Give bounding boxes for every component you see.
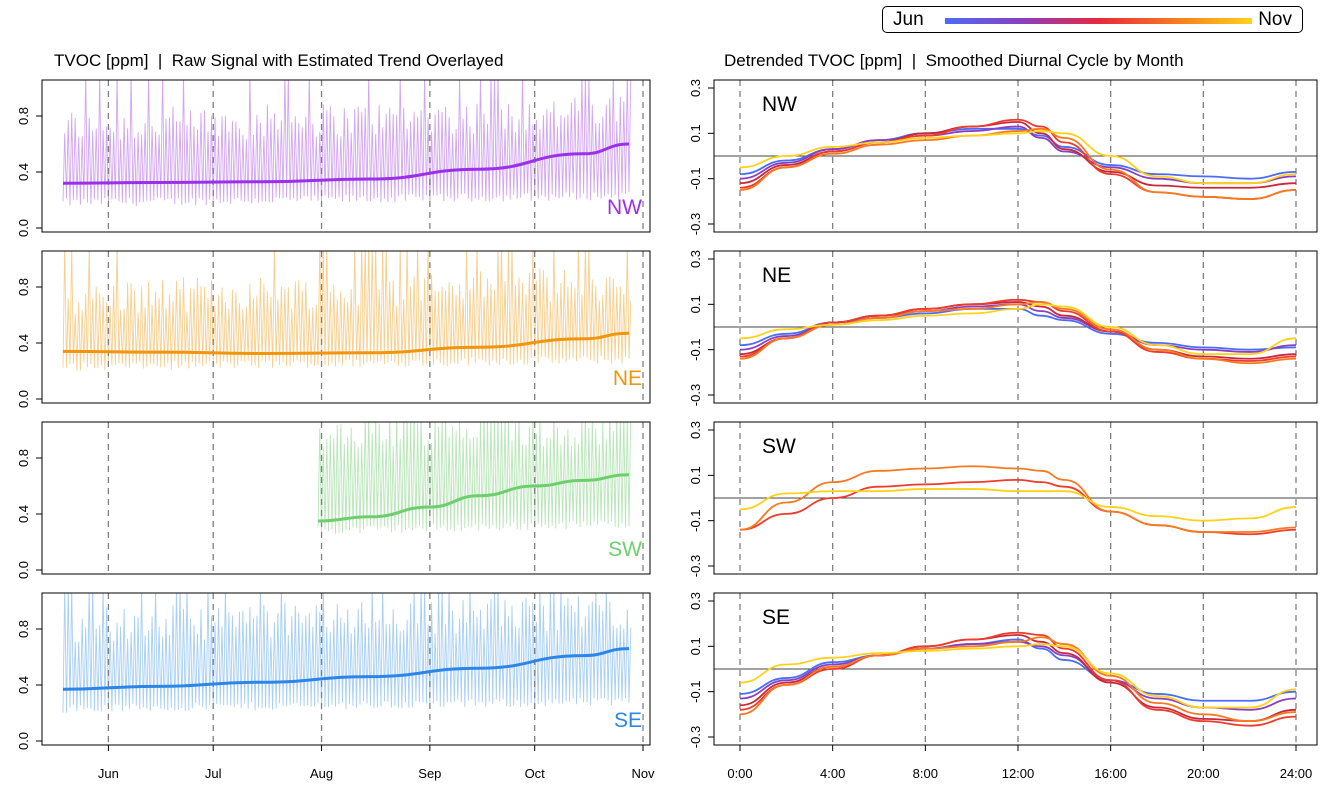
y-tick-label: -0.1 xyxy=(688,509,703,531)
y-tick-label: 0.3 xyxy=(688,79,703,97)
panel-frame xyxy=(41,79,651,233)
diurnal-series-oct xyxy=(739,127,1297,200)
y-tick-label: 0.8 xyxy=(16,449,31,467)
y-tick-label: 0.1 xyxy=(688,295,703,313)
y-tick-label: 0.1 xyxy=(688,466,703,484)
panel-frame xyxy=(713,421,1318,575)
right-panel-ne: -0.3 -0.1 0.1 0.3 NE xyxy=(688,250,1318,406)
panel-label: NW xyxy=(762,93,797,116)
panel-frame xyxy=(41,592,651,746)
right-panel-sw: -0.3 -0.1 0.1 0.3 SW xyxy=(688,421,1318,577)
right-panel-nw: -0.3 -0.1 0.1 0.3 NW xyxy=(688,79,1318,235)
diurnal-series-nov xyxy=(739,303,1297,356)
trend-line xyxy=(62,331,630,356)
raw-signal-line xyxy=(62,593,632,713)
x-tick-label: 0:00 xyxy=(727,766,752,781)
panel-frame xyxy=(713,592,1318,746)
y-tick-label: -0.3 xyxy=(688,555,703,577)
panel-frame xyxy=(41,421,651,575)
y-tick-label: 0.8 xyxy=(16,620,31,638)
left-panel-ne: 0.0 0.4 0.8 NE xyxy=(16,250,651,408)
panel-label: NE xyxy=(762,264,791,287)
y-tick-label: -0.1 xyxy=(688,338,703,360)
y-tick-label: 0.8 xyxy=(16,278,31,296)
y-tick-label: -0.3 xyxy=(688,213,703,235)
y-tick-label: 0.4 xyxy=(16,505,31,523)
diurnal-series-nov xyxy=(739,488,1297,522)
x-tick-label: Jul xyxy=(205,766,222,781)
raw-signal-line xyxy=(62,251,632,371)
panel-label: SW xyxy=(608,538,642,561)
x-tick-label: 16:00 xyxy=(1094,766,1127,781)
y-tick-label: 0.3 xyxy=(688,250,703,268)
y-tick-label: 0.4 xyxy=(16,334,31,352)
panel-frame xyxy=(713,250,1318,404)
left-panel-nw: 0.0 0.4 0.8 NW xyxy=(16,79,651,237)
y-tick-label: 0.0 xyxy=(16,732,31,750)
x-tick-label: Nov xyxy=(631,766,655,781)
y-tick-label: 0.0 xyxy=(16,219,31,237)
diurnal-series-oct xyxy=(739,636,1297,723)
panel-label: SE xyxy=(762,606,790,629)
panel-label: SW xyxy=(762,435,796,458)
y-tick-label: -0.1 xyxy=(688,680,703,702)
diurnal-series-sep xyxy=(739,631,1297,727)
legend-color-gradient xyxy=(945,18,1252,24)
trend-line xyxy=(62,142,630,185)
trend-line xyxy=(318,473,630,523)
x-tick-label: 20:00 xyxy=(1187,766,1220,781)
x-tick-label: 24:00 xyxy=(1280,766,1313,781)
left-panel-sw: 0.0 0.4 0.8 SW xyxy=(16,421,651,579)
legend-start-label: Jun xyxy=(893,9,924,30)
y-tick-label: 0.0 xyxy=(16,390,31,408)
panel-label: NW xyxy=(607,196,642,219)
y-tick-label: 0.4 xyxy=(16,676,31,694)
right-panel-se: -0.3 -0.1 0.1 0.3 SE xyxy=(688,592,1318,748)
y-tick-label: 0.1 xyxy=(688,637,703,655)
y-tick-label: 0.4 xyxy=(16,163,31,181)
left-column-title: TVOC [ppm] | Raw Signal with Estimated T… xyxy=(54,51,504,70)
trend-line xyxy=(62,647,630,691)
panel-label: NE xyxy=(613,367,642,390)
x-tick-label: Aug xyxy=(310,766,333,781)
y-tick-label: 0.3 xyxy=(688,592,703,610)
legend-end-label: Nov xyxy=(1258,9,1292,30)
y-tick-label: -0.3 xyxy=(688,384,703,406)
x-tick-label: Sep xyxy=(418,766,441,781)
panel-frame xyxy=(713,79,1318,233)
y-tick-label: -0.1 xyxy=(688,167,703,189)
right-column-title: Detrended TVOC [ppm] | Smoothed Diurnal … xyxy=(724,51,1184,70)
x-tick-label: Oct xyxy=(525,766,546,781)
raw-signal-line xyxy=(62,80,632,207)
x-tick-label: 4:00 xyxy=(820,766,845,781)
y-tick-label: 0.0 xyxy=(16,561,31,579)
y-tick-label: 0.8 xyxy=(16,107,31,125)
diurnal-series-nov xyxy=(739,130,1297,185)
x-tick-label: 8:00 xyxy=(913,766,938,781)
y-tick-label: 0.1 xyxy=(688,124,703,142)
diurnal-series-nov xyxy=(739,643,1297,709)
x-tick-label: Jun xyxy=(98,766,119,781)
raw-signal-line xyxy=(317,422,632,535)
panel-frame xyxy=(41,250,651,404)
x-tick-label: 12:00 xyxy=(1002,766,1035,781)
diurnal-series-oct xyxy=(739,465,1297,533)
month-color-legend: Jun Nov xyxy=(882,6,1303,33)
y-tick-label: 0.3 xyxy=(688,421,703,439)
panel-label: SE xyxy=(614,709,642,732)
y-tick-label: -0.3 xyxy=(688,726,703,748)
left-panel-se: 0.0 0.4 0.8 SE xyxy=(16,592,651,750)
